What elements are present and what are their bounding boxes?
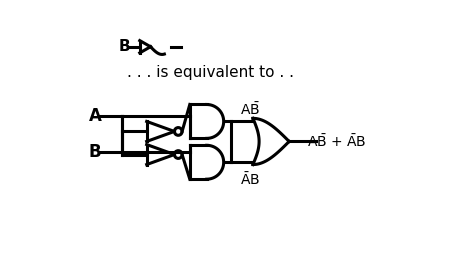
Text: . . . is equivalent to . .: . . . is equivalent to . . — [127, 65, 294, 81]
Text: $\bar{\mathrm{A}}$B: $\bar{\mathrm{A}}$B — [240, 171, 260, 188]
Text: A$\bar{\mathrm{B}}$ + $\bar{\mathrm{A}}$B: A$\bar{\mathrm{B}}$ + $\bar{\mathrm{A}}$… — [307, 133, 366, 150]
Text: A: A — [89, 107, 101, 125]
Text: B: B — [89, 143, 101, 161]
Text: A$\bar{\mathrm{B}}$: A$\bar{\mathrm{B}}$ — [240, 101, 260, 118]
Text: B: B — [118, 39, 130, 54]
